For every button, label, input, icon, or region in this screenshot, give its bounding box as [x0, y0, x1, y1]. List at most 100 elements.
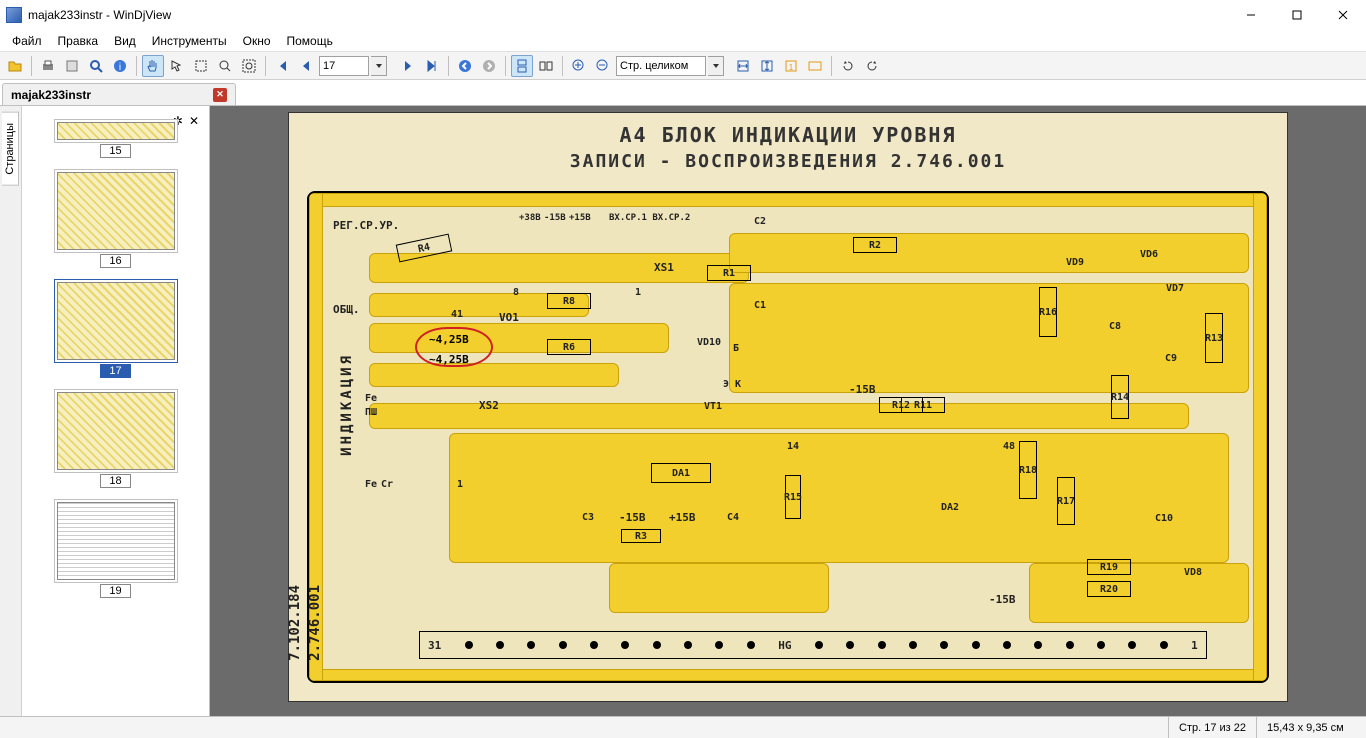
- lbl-1c: 1: [1191, 639, 1198, 652]
- last-page-icon[interactable]: [421, 55, 443, 77]
- export-icon[interactable]: [61, 55, 83, 77]
- thumbnails-panel: ✲ ✕ 15 16 17 18 19: [22, 106, 209, 716]
- rect-select-icon[interactable]: [190, 55, 212, 77]
- connector-strip: 31 HG 1: [419, 631, 1207, 659]
- lbl-1a: 1: [635, 287, 641, 298]
- lbl-bxcp: ВХ.СР.1 ВХ.СР.2: [609, 213, 690, 223]
- comp-R2: R2: [853, 237, 897, 253]
- comp-R1: R1: [707, 265, 751, 281]
- zoom-select[interactable]: Стр. целиком: [616, 56, 706, 76]
- marquee-zoom-icon[interactable]: [238, 55, 260, 77]
- thumbnail[interactable]: 17: [57, 282, 175, 378]
- statusbar: Стр. 17 из 22 15,43 x 9,35 см: [0, 716, 1366, 738]
- zoom-in-icon[interactable]: [568, 55, 590, 77]
- info-icon[interactable]: i: [109, 55, 131, 77]
- thumbnail[interactable]: 16: [57, 172, 175, 268]
- maximize-button[interactable]: [1274, 0, 1320, 30]
- lbl-14: 14: [787, 441, 799, 452]
- menu-tools[interactable]: Инструменты: [144, 32, 235, 50]
- fit-page-icon[interactable]: [756, 55, 778, 77]
- svg-text:1: 1: [789, 63, 794, 72]
- sidebar-tab-pages[interactable]: Страницы: [2, 112, 19, 186]
- menu-edit[interactable]: Правка: [50, 32, 107, 50]
- zoom-out-icon[interactable]: [592, 55, 614, 77]
- red-annotation: [415, 327, 493, 367]
- thumbnail[interactable]: 18: [57, 392, 175, 488]
- hand-tool-icon[interactable]: [142, 55, 164, 77]
- sidecode-1: 7.102.184: [287, 585, 303, 661]
- document-tab[interactable]: majak233instr ✕: [2, 83, 236, 105]
- panel-close-icon[interactable]: ✕: [189, 114, 199, 128]
- thumbnail[interactable]: 19: [57, 502, 175, 598]
- app-icon: [6, 7, 22, 23]
- menu-view[interactable]: Вид: [106, 32, 144, 50]
- lbl-fe2: Fe: [365, 479, 377, 490]
- menu-window[interactable]: Окно: [235, 32, 279, 50]
- lbl-minus15a: -15В: [544, 213, 566, 223]
- lbl-minus15c: -15В: [989, 593, 1016, 606]
- page-title-1: А4 БЛОК ИНДИКАЦИИ УРОВНЯ: [289, 123, 1287, 147]
- minimize-button[interactable]: [1228, 0, 1274, 30]
- next-page-icon[interactable]: [397, 55, 419, 77]
- pcb-diagram: РЕГ.СР.УР. ОБЩ. +38В -15В +15В ВХ.СР.1 В…: [307, 191, 1269, 683]
- find-icon[interactable]: [85, 55, 107, 77]
- workspace: Страницы ✲ ✕ 15 16 17 18: [0, 106, 1366, 716]
- nav-fwd-icon[interactable]: [478, 55, 500, 77]
- comp-R14: R14: [1111, 375, 1129, 419]
- stretch-icon[interactable]: [804, 55, 826, 77]
- thumb-number: 16: [100, 254, 130, 268]
- comp-C10: C10: [1147, 511, 1181, 525]
- open-icon[interactable]: [4, 55, 26, 77]
- thumb-number: 19: [100, 584, 130, 598]
- comp-VD9: VD9: [1057, 255, 1093, 269]
- comp-C9: C9: [1157, 351, 1185, 365]
- comp-C1: C1: [743, 297, 777, 313]
- lbl-8: 8: [513, 287, 519, 298]
- magnify-tool-icon[interactable]: [214, 55, 236, 77]
- prev-page-icon[interactable]: [295, 55, 317, 77]
- viewer[interactable]: А4 БЛОК ИНДИКАЦИИ УРОВНЯ ЗАПИСИ - ВОСПРО…: [210, 106, 1366, 716]
- comp-R13: R13: [1205, 313, 1223, 363]
- nav-back-icon[interactable]: [454, 55, 476, 77]
- lbl-reg: РЕГ.СР.УР.: [333, 219, 399, 232]
- fit-width-icon[interactable]: [732, 55, 754, 77]
- lbl-hg: HG: [778, 639, 791, 652]
- comp-R3: R3: [621, 529, 661, 543]
- svg-text:i: i: [119, 62, 121, 73]
- sidecode-2: 2.746.001: [307, 585, 323, 661]
- comp-R12: R12: [879, 397, 923, 413]
- page-number-input[interactable]: [319, 56, 369, 76]
- rotate-left-icon[interactable]: [837, 55, 859, 77]
- thumbnail[interactable]: 15: [57, 122, 175, 158]
- comp-R6: R6: [547, 339, 591, 355]
- document-tab-label: majak233instr: [11, 88, 91, 102]
- menu-help[interactable]: Помощь: [279, 32, 341, 50]
- facing-icon[interactable]: [535, 55, 557, 77]
- comp-C2: C2: [743, 213, 777, 229]
- lbl-obsh: ОБЩ.: [333, 303, 360, 316]
- lbl-ek: Э К: [723, 379, 741, 390]
- sidebar-rail: Страницы: [0, 106, 22, 716]
- first-page-icon[interactable]: [271, 55, 293, 77]
- comp-R8: R8: [547, 293, 591, 309]
- thumb-number: 15: [100, 144, 130, 158]
- lbl-vo1: VO1: [499, 311, 519, 324]
- close-button[interactable]: [1320, 0, 1366, 30]
- window-title: majak233instr - WinDjView: [28, 8, 171, 22]
- page-dropdown-icon[interactable]: [371, 56, 387, 76]
- page-title-2: ЗАПИСИ - ВОСПРОИЗВЕДЕНИЯ 2.746.001: [289, 151, 1287, 172]
- titlebar: majak233instr - WinDjView: [0, 0, 1366, 30]
- rotate-right-icon[interactable]: [861, 55, 883, 77]
- tab-close-icon[interactable]: ✕: [213, 88, 227, 102]
- continuous-icon[interactable]: [511, 55, 533, 77]
- select-tool-icon[interactable]: [166, 55, 188, 77]
- lbl-cr: Сr: [381, 479, 393, 490]
- comp-R18: R18: [1019, 441, 1037, 499]
- actual-size-icon[interactable]: 1: [780, 55, 802, 77]
- zoom-dropdown-icon[interactable]: [708, 56, 724, 76]
- comp-C3: C3: [571, 509, 605, 525]
- print-icon[interactable]: [37, 55, 59, 77]
- comp-R19: R19: [1087, 559, 1131, 575]
- lbl-1b: 1: [457, 479, 463, 490]
- menu-file[interactable]: Файл: [4, 32, 50, 50]
